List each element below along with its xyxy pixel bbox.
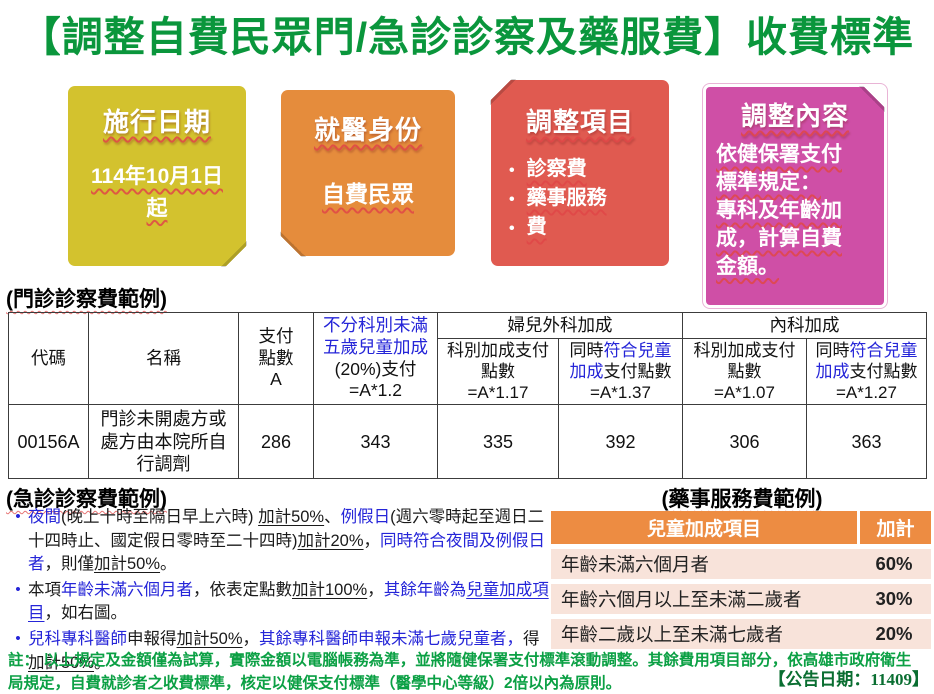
- footer-disclaimer: 註： 以上規定及金額僅為試算，實際金額以電腦帳務為準，並將隨健保署支付標準滾動調…: [8, 652, 912, 693]
- header-group-internal-medicine: 內科加成: [682, 312, 927, 339]
- header-name: 名稱: [88, 311, 239, 406]
- list-item: • 夜間(晚上十時至隔日早上六時) 加計50%、例假日(週六零時起至週日二十四時…: [8, 506, 550, 577]
- header-both-surcharge-2: 同時符合兒童加成支付點數 =A*1.27: [806, 337, 927, 406]
- header-group-obgyn-peds-surgery: 婦兒外科加成: [437, 312, 683, 339]
- note-title: 調整內容: [740, 101, 849, 131]
- announcement-date: 【公告日期：11409】: [768, 670, 929, 689]
- adjusted-items-list: • 診察費 • 藥事服務 • 費: [491, 155, 669, 242]
- clinic-section-title: (門診診察費範例): [6, 288, 167, 311]
- sticky-note-adjustment-content: 調整內容 依健保署支付 標準規定： 專科及年齡加 成，計算自費 金額。: [703, 84, 887, 308]
- emergency-section-title: (急診診察費範例): [6, 488, 167, 511]
- header-dept-surcharge-1: 科別加成支付點數 =A*1.17: [437, 337, 559, 406]
- note-body: 自費民眾: [322, 181, 414, 207]
- page-title: 【調整自費民眾門/急診診察及藥服費】收費標準: [19, 14, 915, 60]
- pharmacy-fee-table: 兒童加成項目 加計 年齡未滿六個月者 60% 年齡六個月以上至未滿二歲者 30%…: [551, 511, 931, 649]
- header-child-surcharge: 不分科別未滿五歲兒童加成(20%)支付 =A*1.2: [313, 311, 438, 406]
- note-title: 就醫身份: [313, 115, 422, 145]
- page-curl-icon: [221, 241, 247, 267]
- note-title: 施行日期: [102, 107, 211, 137]
- sticky-note-adjusted-items: 調整項目 • 診察費 • 藥事服務 • 費: [490, 79, 669, 266]
- list-item: • 費: [509, 216, 547, 238]
- sticky-note-effective-date: 施行日期 114年10月1日 起: [68, 86, 247, 267]
- list-item: • 兒科專科醫師申報得加計50%，其餘專科醫師申報未滿七歲兒童者，得加計50%。: [8, 628, 550, 675]
- header-pay-points: 支付 點數 A: [238, 311, 314, 406]
- bullet-icon: •: [509, 162, 515, 179]
- page-curl-icon: [280, 231, 306, 257]
- header-surcharge-rate: 加計: [857, 511, 931, 544]
- table-row: 年齡六個月以上至未滿二歲者 30%: [551, 584, 931, 614]
- bullet-icon: •: [15, 508, 21, 525]
- list-item: • 本項年齡未滿六個月者，依表定點數加計100%，其餘年齡為兒童加成項目，如右圖…: [8, 579, 550, 626]
- pharmacy-section-title: (藥事服務費範例): [661, 488, 823, 511]
- list-item: • 藥事服務: [509, 187, 607, 209]
- bullet-icon: •: [509, 220, 515, 237]
- emergency-bullet-list: • 夜間(晚上十時至隔日早上六時) 加計50%、例假日(週六零時起至週日二十四時…: [8, 506, 550, 677]
- pharmacy-table-header: 兒童加成項目 加計: [551, 511, 931, 544]
- cell-code: 00156A: [8, 404, 89, 480]
- header-code: 代碼: [8, 311, 89, 406]
- cell-name: 門診未開處方或處方由本院所自行調劑: [88, 404, 239, 480]
- bullet-icon: •: [15, 629, 21, 647]
- clinic-fee-table: 代碼 名稱 支付 點數 A 不分科別未滿五歲兒童加成(20%)支付 =A*1.2…: [8, 311, 927, 480]
- table-row: 年齡二歲以上至未滿七歲者 20%: [551, 619, 931, 649]
- header-dept-surcharge-2: 科別加成支付點數 =A*1.07: [682, 337, 807, 406]
- cell-points: 306: [682, 404, 807, 480]
- note-title: 調整項目: [525, 107, 634, 137]
- bullet-icon: •: [509, 191, 515, 208]
- note-body: 114年10月1日 起: [91, 165, 223, 220]
- table-row: 00156A 門診未開處方或處方由本院所自行調劑 286 343 335 392…: [8, 404, 927, 480]
- header-both-surcharge-1: 同時符合兒童加成支付點數 =A*1.37: [558, 337, 683, 406]
- cell-points: 392: [558, 404, 683, 480]
- sticky-note-patient-identity: 就醫身份 自費民眾: [280, 90, 455, 257]
- list-item: • 診察費: [509, 158, 587, 180]
- cell-points: 363: [806, 404, 927, 480]
- table-row: 年齡未滿六個月者 60%: [551, 549, 931, 579]
- bullet-icon: •: [15, 580, 21, 598]
- header-child-surcharge-item: 兒童加成項目: [646, 519, 761, 540]
- cell-points: 335: [437, 404, 559, 480]
- cell-points: 286: [238, 404, 314, 480]
- note-body: 依健保署支付 標準規定： 專科及年齡加 成，計算自費 金額。: [716, 143, 842, 278]
- cell-points: 343: [313, 404, 438, 480]
